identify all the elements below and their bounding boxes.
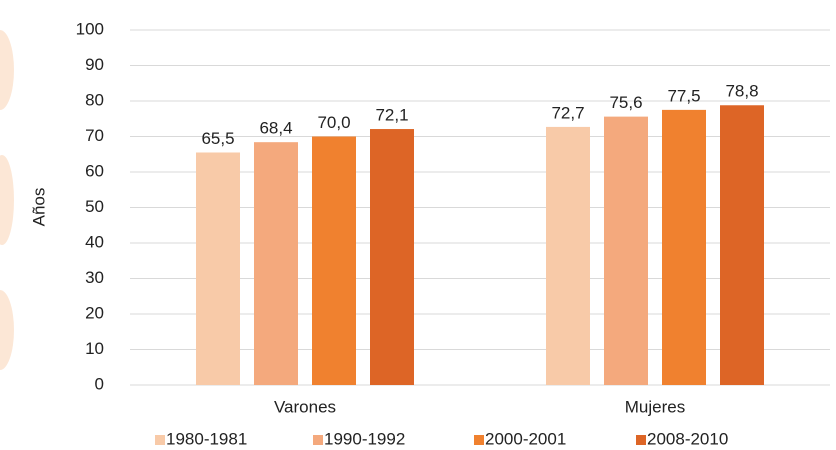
- bar: [546, 126, 590, 385]
- bar: [370, 129, 414, 385]
- y-tick-label: 60: [85, 161, 104, 180]
- value-label: 78,8: [725, 82, 758, 101]
- legend-label: 2008-2010: [647, 429, 728, 448]
- decoration: [0, 30, 14, 370]
- y-axis-label: Años: [29, 188, 48, 227]
- value-label: 72,1: [375, 106, 408, 125]
- y-tick-label: 100: [76, 19, 104, 38]
- bar: [254, 142, 298, 385]
- value-label: 70,0: [317, 113, 350, 132]
- y-tick-label: 0: [95, 374, 104, 393]
- y-tick-label: 20: [85, 303, 104, 322]
- legend-swatch: [474, 435, 484, 445]
- y-tick-label: 70: [85, 126, 104, 145]
- x-tick-label: Varones: [274, 397, 336, 416]
- legend-swatch: [155, 435, 165, 445]
- value-label: 77,5: [667, 86, 700, 105]
- legend-label: 1980-1981: [166, 429, 247, 448]
- y-tick-label: 40: [85, 232, 104, 251]
- bar: [312, 136, 356, 385]
- legend-swatch: [636, 435, 646, 445]
- value-label: 75,6: [609, 93, 642, 112]
- y-tick-label: 30: [85, 268, 104, 287]
- value-label: 68,4: [259, 119, 292, 138]
- bar: [604, 116, 648, 386]
- value-label: 65,5: [201, 129, 234, 148]
- y-tick-label: 80: [85, 90, 104, 109]
- legend-label: 2000-2001: [485, 429, 566, 448]
- y-tick-label: 10: [85, 339, 104, 358]
- legend-label: 1990-1992: [324, 429, 405, 448]
- y-tick-label: 50: [85, 197, 104, 216]
- bar: [662, 109, 706, 385]
- legend-swatch: [313, 435, 323, 445]
- bar: [720, 105, 764, 385]
- bar: [196, 152, 240, 385]
- x-tick-label: Mujeres: [625, 397, 685, 416]
- value-label: 72,7: [551, 103, 584, 122]
- y-tick-label: 90: [85, 55, 104, 74]
